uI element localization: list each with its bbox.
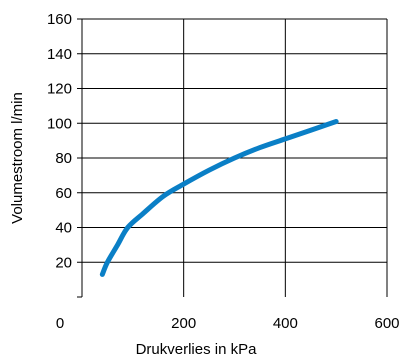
y-tick-label-40: 40 (55, 220, 72, 237)
y-tick-label-140: 140 (47, 46, 72, 63)
axes (77, 18, 83, 298)
x-tick-label-400: 400 (273, 315, 298, 332)
y-tick-label-60: 60 (55, 185, 72, 202)
x-tick-label-200: 200 (171, 315, 196, 332)
series (99, 119, 339, 277)
y-tick-label-100: 100 (47, 115, 72, 132)
x-tick-label-600: 600 (374, 315, 399, 332)
x-axis-title: Drukverlies in kPa (136, 341, 258, 356)
series-line-0 (99, 119, 339, 277)
y-axis-title: Volumestroom l/min (9, 92, 26, 224)
y-tick-label-80: 80 (55, 150, 72, 167)
y-tick-label-120: 120 (47, 81, 72, 98)
y-tick-label-160: 160 (47, 11, 72, 28)
tick-labels: 20 40 60 80 100 120 140 160 0 200 400 600 (47, 11, 400, 332)
y-tick-label-20: 20 (55, 254, 72, 271)
x-tick-label-0: 0 (56, 315, 64, 332)
grid-lines (82, 18, 388, 297)
